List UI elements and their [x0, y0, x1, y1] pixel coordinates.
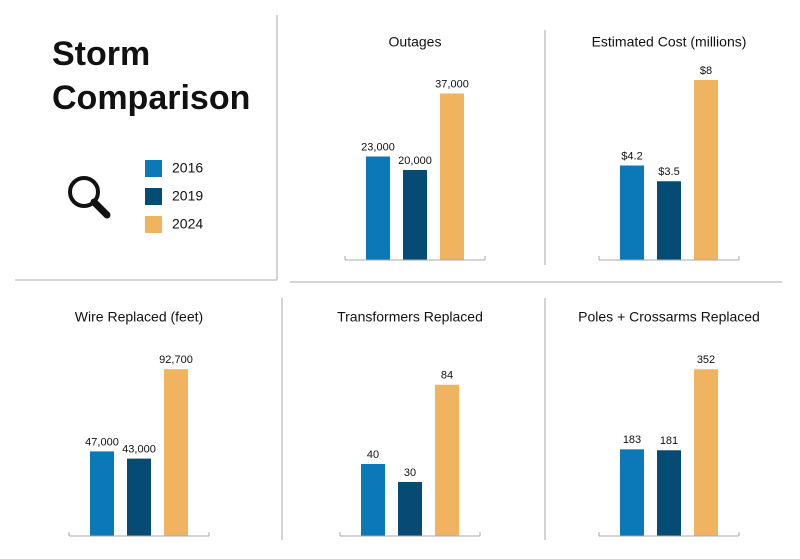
- value-label: 47,000: [85, 436, 119, 448]
- value-label: $8: [700, 65, 712, 77]
- value-label: 30: [404, 467, 416, 479]
- value-label: 23,000: [361, 141, 395, 153]
- bar: [694, 80, 718, 260]
- bar: [164, 369, 188, 536]
- legend-label: 2019: [172, 188, 203, 204]
- panel-title: Wire Replaced (feet): [75, 309, 203, 325]
- legend-swatch: [145, 188, 162, 205]
- bar: [403, 170, 427, 260]
- value-label: 183: [623, 434, 641, 446]
- bar: [694, 369, 718, 536]
- bar: [90, 451, 114, 536]
- bar: [127, 458, 151, 536]
- search-icon: [68, 176, 111, 219]
- value-label: 92,700: [159, 354, 193, 366]
- bar: [366, 156, 390, 260]
- legend-label: 2024: [172, 216, 203, 232]
- legend-swatch: [145, 216, 162, 233]
- panel-title: Poles + Crossarms Replaced: [578, 309, 760, 325]
- bar: [620, 165, 644, 260]
- bar: [440, 93, 464, 260]
- value-label: 37,000: [435, 78, 469, 90]
- value-label: $4.2: [621, 150, 642, 162]
- legend-swatch: [145, 160, 162, 177]
- bar: [398, 482, 422, 536]
- value-label: 40: [367, 449, 379, 461]
- legend-label: 2016: [172, 160, 203, 176]
- bar: [620, 449, 644, 536]
- bar: [657, 181, 681, 260]
- value-label: 43,000: [122, 444, 156, 456]
- value-label: $3.5: [658, 166, 679, 178]
- value-label: 181: [660, 435, 678, 447]
- panel-title: Transformers Replaced: [337, 309, 483, 325]
- panel-title: Outages: [389, 34, 442, 50]
- main-title: Storm Comparison: [52, 35, 251, 117]
- bar: [361, 464, 385, 536]
- bar: [435, 384, 459, 536]
- value-label: 352: [697, 354, 715, 366]
- bar: [657, 450, 681, 536]
- value-label: 84: [441, 370, 453, 382]
- value-label: 20,000: [398, 155, 432, 167]
- panel-title: Estimated Cost (millions): [592, 34, 747, 50]
